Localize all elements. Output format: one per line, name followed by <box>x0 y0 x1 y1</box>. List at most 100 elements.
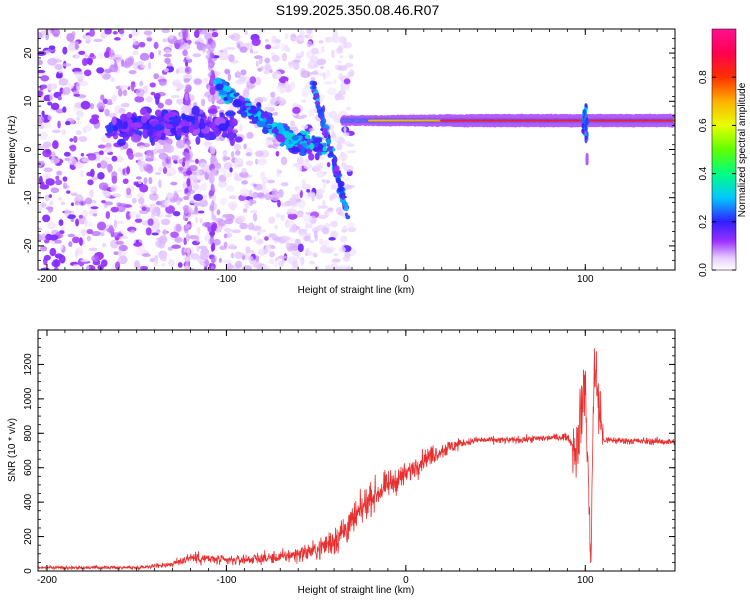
spectrogram-cell <box>91 254 100 262</box>
spectrogram-cell <box>240 69 247 76</box>
spectrogram-cell <box>241 180 248 185</box>
spectrogram-cell <box>188 125 194 134</box>
spectrogram-cell <box>222 259 232 264</box>
spectrogram-cell <box>168 34 174 40</box>
spectrogram-cell <box>153 93 161 100</box>
spectrogram-cell <box>271 112 277 116</box>
spectrogram-cell <box>38 109 41 114</box>
spectrogram-cell <box>582 109 586 115</box>
spectrogram-cell <box>265 44 272 50</box>
spectrogram-cell <box>131 82 135 92</box>
spectrogram-cell <box>280 214 285 221</box>
spectrogram-cell <box>50 157 60 164</box>
spectrogram-cell <box>267 144 274 149</box>
spectrogram-cell <box>228 243 235 250</box>
spectrogram-cell <box>209 87 216 96</box>
spectrogram-cell <box>117 138 126 146</box>
spectrogram-cell <box>311 196 315 202</box>
spectrogram-cell <box>87 57 93 66</box>
spectrogram-cell <box>202 45 206 53</box>
spectrogram-cell <box>199 249 210 258</box>
spectrogram-cell <box>341 195 345 200</box>
spectrogram-cell <box>297 243 304 253</box>
spectrogram-cell <box>218 90 228 95</box>
spectrogram-cell <box>78 214 83 219</box>
spectrogram-cell <box>157 102 164 109</box>
y-tick-label: -20 <box>23 238 34 253</box>
spectrogram-cell <box>120 102 130 108</box>
spectrogram-cell <box>339 55 344 59</box>
spectrogram-cell <box>109 49 115 58</box>
spectrogram-cell <box>110 76 115 82</box>
spectrogram-cell <box>100 94 105 101</box>
spectrogram-cell <box>183 247 191 253</box>
spectrogram-cell <box>210 265 215 270</box>
spectrogram-cell <box>132 42 140 46</box>
spectrogram-cell <box>68 241 73 248</box>
spectrogram-cell <box>260 187 270 194</box>
spectrogram-cell <box>191 119 196 125</box>
spectrogram-cell <box>251 38 261 47</box>
spectrogram-cell <box>304 84 311 89</box>
spectrogram-cell <box>331 192 336 200</box>
spectrogram-cell <box>50 187 60 194</box>
spectrogram-cell <box>118 244 128 252</box>
spectrogram-cell <box>89 29 95 37</box>
x-tick-label: 0 <box>403 274 409 285</box>
spectrogram-cell <box>161 158 167 168</box>
spectrogram-cell <box>264 38 270 43</box>
spectrogram-cell <box>174 42 181 50</box>
spectrogram-cell <box>585 156 589 161</box>
spectrogram-cell <box>255 150 264 157</box>
spectrogram-cell <box>53 259 60 268</box>
spectrogram-cell <box>301 92 309 98</box>
spectrogram-cell <box>210 168 218 176</box>
spectrogram-cell <box>42 173 51 179</box>
spectrogram-cell <box>64 208 70 218</box>
spectrogram-cell <box>263 70 270 75</box>
spectrogram-cell <box>233 143 242 151</box>
spectrogram-cell <box>340 87 346 96</box>
spectrogram-cell <box>271 188 278 196</box>
spectrogram-cell <box>317 143 324 151</box>
spectrogram-cell <box>218 123 229 132</box>
spectrogram-cell <box>96 162 102 169</box>
spectrogram-cell <box>60 201 66 205</box>
spectrogram-cell <box>303 214 313 222</box>
spectrogram-cell <box>137 160 147 167</box>
spectrogram-cell <box>138 41 146 48</box>
colorbar: 0.0 0.2 0.4 0.6 0.8 Normalized spectral ampl… <box>698 28 748 277</box>
spectrogram-cell <box>276 122 284 130</box>
spectrogram-cell <box>197 226 201 235</box>
spectrogram-cell <box>55 73 63 79</box>
spectrogram-cell <box>274 257 280 262</box>
spectrogram-cell <box>236 70 240 79</box>
spectrogram-cell <box>110 206 119 213</box>
spectrogram-cell <box>52 129 61 134</box>
spectrogram-cell <box>158 235 168 244</box>
spectrogram-cell <box>41 233 46 241</box>
spectrogram-cell <box>161 262 166 267</box>
spectrogram-cell <box>224 218 234 225</box>
spectrogram-cell <box>38 115 45 124</box>
page-title: S199.2025.350.08.46.R07 <box>275 2 440 18</box>
spectrogram-cell <box>274 224 279 230</box>
spectrogram-cell <box>100 232 105 237</box>
spectrogram-cell <box>162 166 168 175</box>
colorbar-label: Normalized spectral amplitude <box>737 82 748 217</box>
spectrogram-cell <box>49 92 54 102</box>
spectrogram-cell <box>78 200 87 206</box>
spectrogram-cell <box>195 158 199 164</box>
spectrogram-cell <box>72 264 81 269</box>
y-tick-label: 10 <box>23 95 34 107</box>
spectrogram-cell <box>64 157 70 161</box>
spectrogram-cell <box>81 57 88 67</box>
spectrogram-cell <box>344 177 351 181</box>
spectrogram-cell <box>287 61 295 67</box>
spectrogram-cell <box>106 124 114 134</box>
spectrogram-cell <box>222 86 231 92</box>
spectrogram-cell <box>223 227 233 233</box>
spectrogram-cell <box>119 113 128 122</box>
